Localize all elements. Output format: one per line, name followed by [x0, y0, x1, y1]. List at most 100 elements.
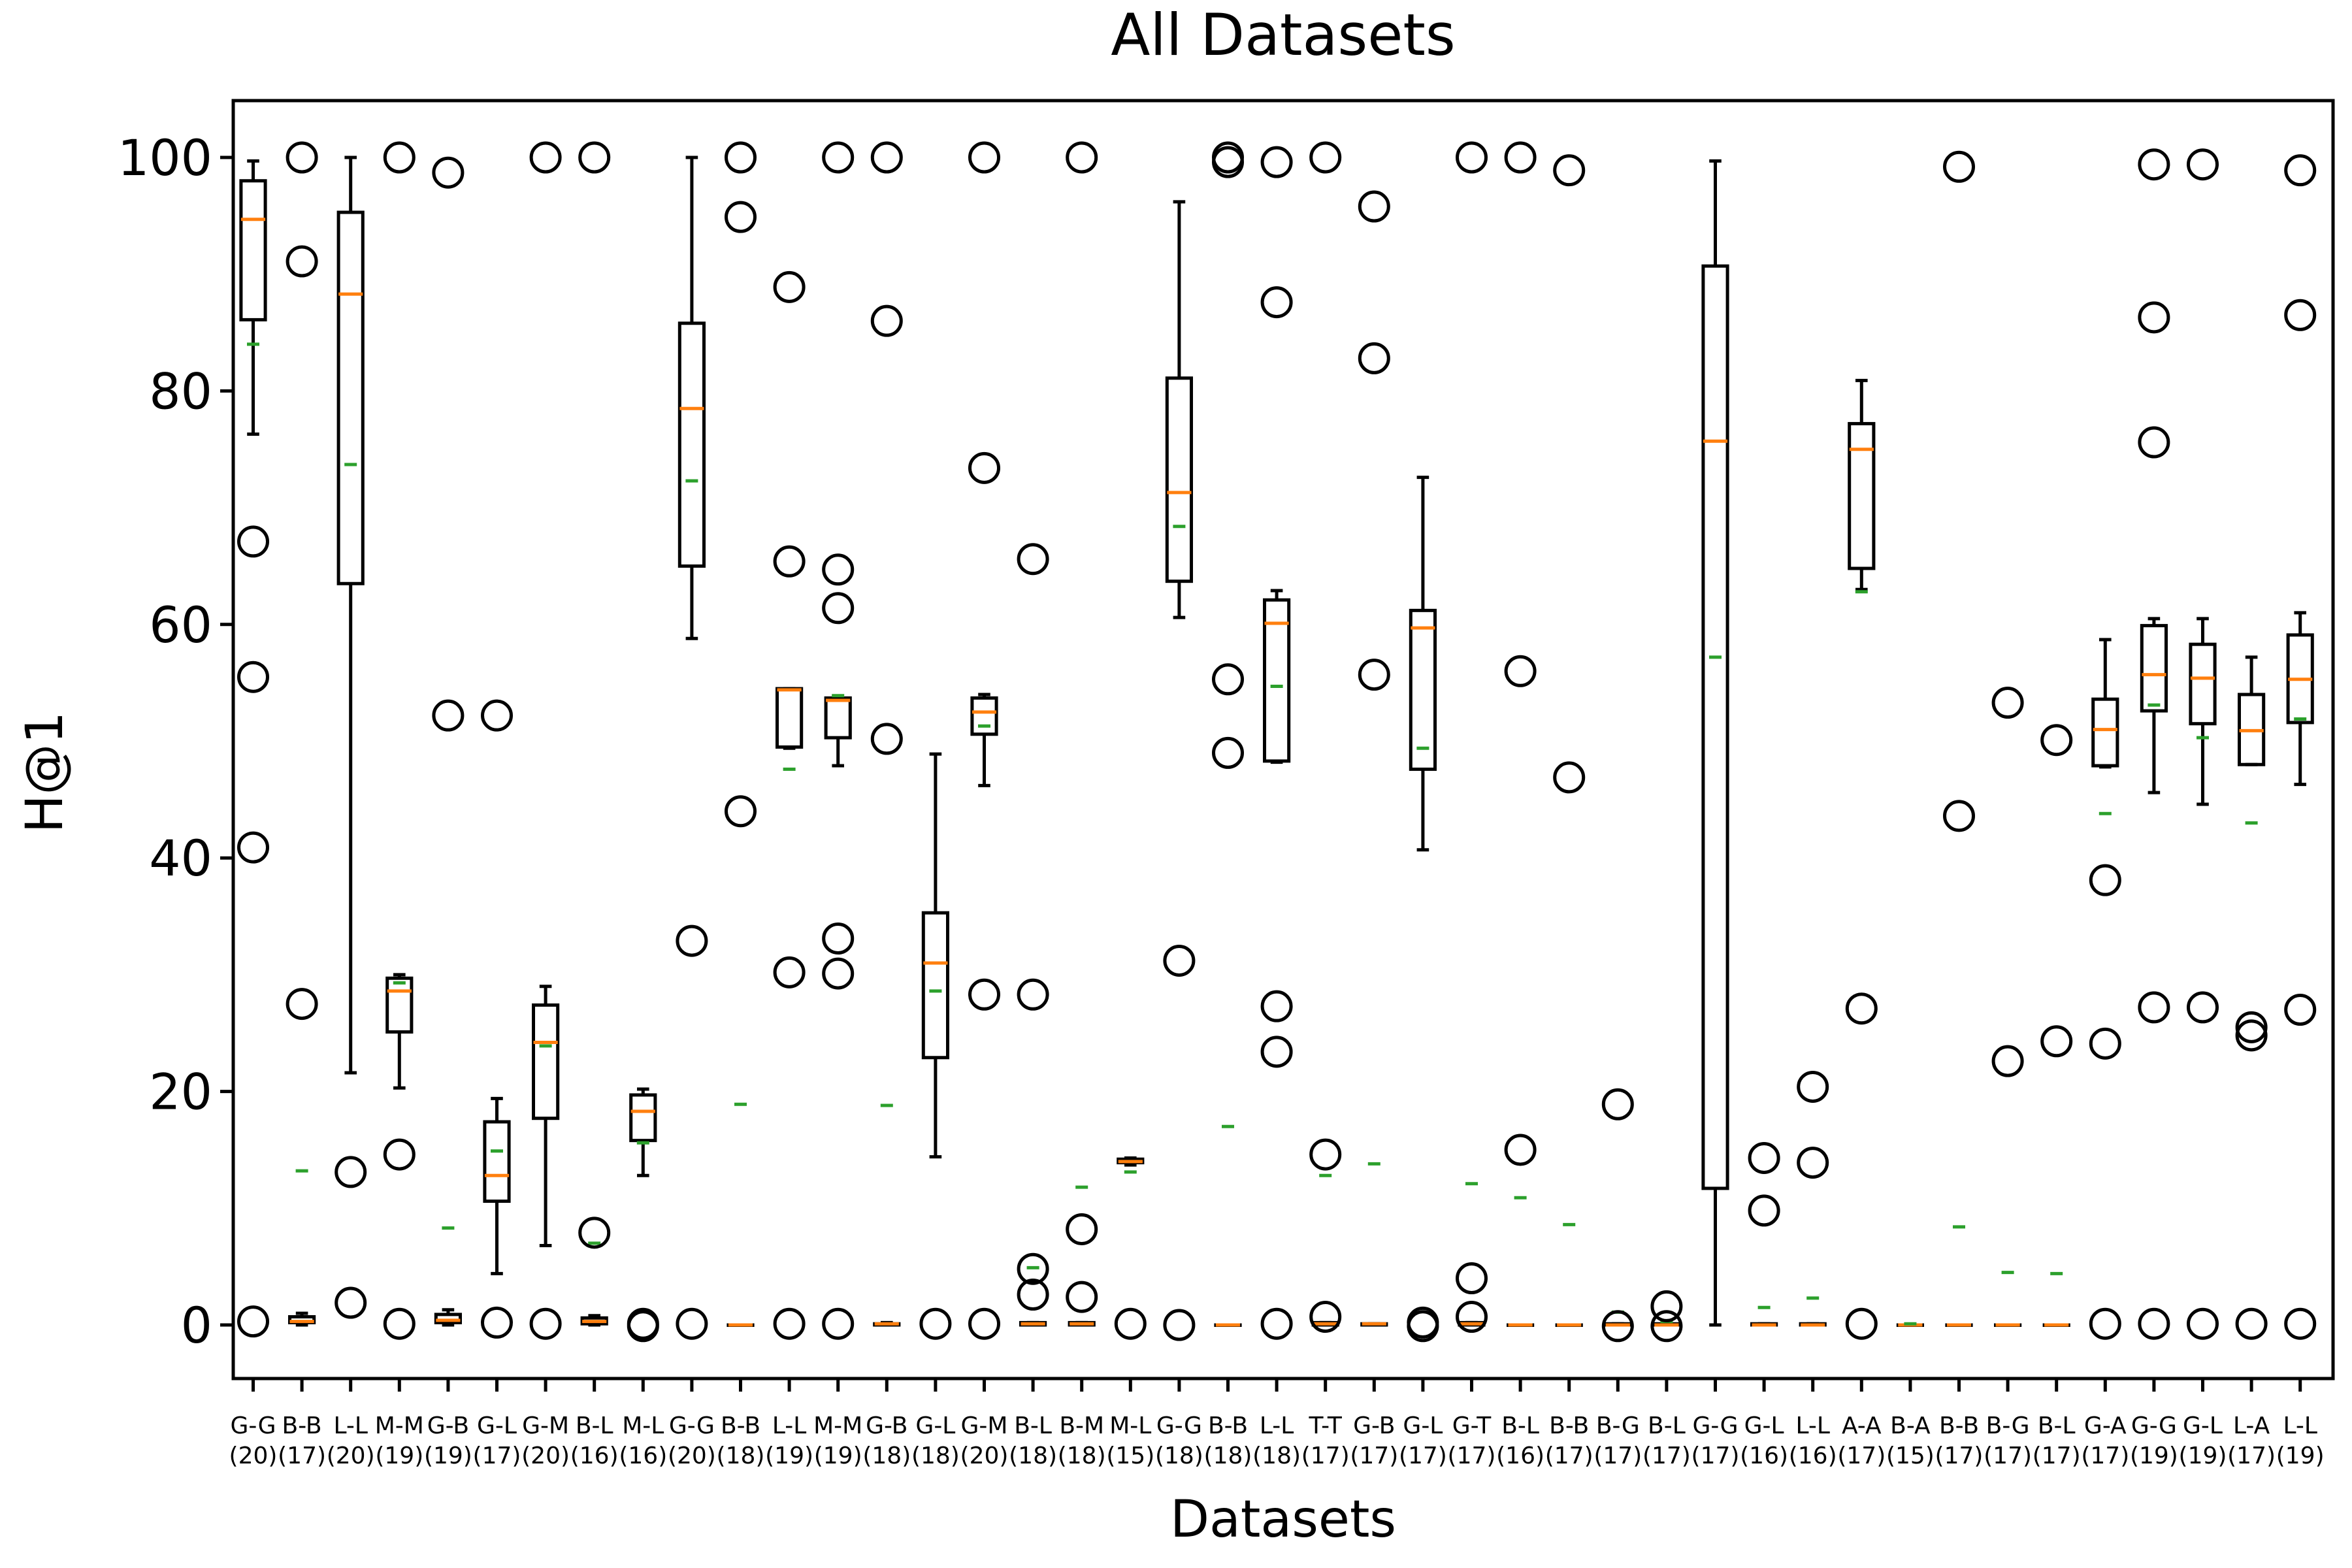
outlier-point — [1504, 655, 1537, 687]
box-group — [627, 1087, 659, 1343]
outlier-point — [1212, 146, 1244, 178]
outlier-point — [1066, 1281, 1098, 1313]
x-tick-label: G-B — [866, 1413, 907, 1439]
x-tick-label: G-L — [1744, 1413, 1784, 1439]
outlier-point — [2284, 299, 2317, 331]
iqr-box — [921, 911, 950, 1060]
outlier-point — [773, 956, 806, 988]
x-tick-label: G-G — [1156, 1413, 1202, 1439]
outlier-point — [237, 661, 269, 693]
iqr-box — [2140, 624, 2168, 713]
x-tick-sublabel: (16) — [1740, 1443, 1788, 1469]
box-group — [1456, 141, 1488, 1333]
outlier-point — [2235, 1019, 2268, 1052]
outlier-point — [968, 978, 1000, 1011]
outlier-point — [481, 1306, 513, 1339]
outlier-point — [1797, 1147, 1829, 1179]
x-tick-sublabel: (17) — [1545, 1443, 1593, 1469]
box-group — [919, 752, 952, 1340]
x-tick-label: G-B — [427, 1413, 469, 1439]
iqr-box — [336, 210, 365, 585]
outlier-point — [237, 525, 269, 558]
outlier-point — [1017, 978, 1049, 1011]
outlier-point — [1260, 286, 1293, 319]
box-group — [1601, 1088, 1634, 1343]
outlier-point — [1650, 1290, 1683, 1322]
y-tick-label: 80 — [149, 362, 212, 420]
x-tick-sublabel: (18) — [1009, 1443, 1057, 1469]
x-tick-sublabel: (19) — [2276, 1443, 2325, 1469]
x-tick-sublabel: (20) — [668, 1443, 716, 1469]
x-tick-sublabel: (17) — [1935, 1443, 1984, 1469]
outlier-point — [870, 141, 903, 174]
outlier-point — [2284, 154, 2317, 187]
x-tick-sublabel: (17) — [1350, 1443, 1398, 1469]
x-tick-sublabel: (20) — [327, 1443, 375, 1469]
outlier-point — [676, 1307, 708, 1340]
box-group — [1701, 159, 1729, 1327]
x-tick-label: B-L — [576, 1413, 613, 1439]
outlier-point — [1260, 1307, 1293, 1340]
outlier-point — [1163, 944, 1196, 977]
outlier-point — [2138, 991, 2170, 1024]
x-tick-label: G-L — [2183, 1413, 2223, 1439]
box-group — [2040, 724, 2073, 1327]
box-group — [725, 141, 757, 1327]
x-tick-sublabel: (17) — [1642, 1443, 1691, 1469]
x-tick-label: G-L — [477, 1413, 517, 1439]
outlier-point — [919, 1307, 952, 1340]
outlier-point — [1456, 1300, 1488, 1333]
iqr-box — [629, 1093, 657, 1143]
x-tick-label: M-L — [1109, 1413, 1151, 1439]
x-tick-sublabel: (18) — [1058, 1443, 1106, 1469]
outlier-point — [2284, 994, 2317, 1026]
outlier-point — [2138, 1307, 2170, 1340]
x-tick-label: L-L — [1795, 1413, 1829, 1439]
outlier-point — [237, 1305, 269, 1338]
x-tick-sublabel: (17) — [1984, 1443, 2032, 1469]
outlier-point — [1991, 687, 2024, 719]
x-tick-sublabel: (20) — [229, 1443, 278, 1469]
outlier-point — [1504, 1134, 1537, 1166]
outlier-point — [968, 451, 1000, 484]
box-group — [1797, 1070, 1829, 1327]
outlier-point — [822, 1307, 855, 1340]
outlier-point — [432, 156, 465, 189]
box-group — [2235, 655, 2268, 1340]
x-tick-label: B-L — [1648, 1413, 1686, 1439]
outlier-point — [870, 304, 903, 337]
y-tick-label: 60 — [149, 596, 212, 654]
x-tick-sublabel: (18) — [862, 1443, 911, 1469]
iqr-box — [1165, 376, 1194, 583]
box-group — [335, 155, 367, 1319]
outlier-point — [822, 141, 855, 174]
outlier-point — [2138, 426, 2170, 459]
outlier-point — [1991, 1045, 2024, 1077]
box-group — [2284, 154, 2317, 1340]
x-tick-label: B-B — [1208, 1413, 1248, 1439]
outlier-point — [1066, 141, 1098, 174]
x-tick-sublabel: (17) — [278, 1443, 326, 1469]
outlier-point — [1456, 141, 1488, 174]
outlier-point — [286, 245, 318, 278]
x-tick-label: B-L — [2038, 1413, 2076, 1439]
x-tick-sublabel: (18) — [717, 1443, 765, 1469]
y-tick-label: 100 — [118, 129, 212, 187]
outlier-point — [432, 699, 465, 732]
outlier-point — [1650, 1310, 1683, 1343]
outlier-point — [1407, 1310, 1439, 1343]
box-group — [1309, 141, 1342, 1333]
x-tick-sublabel: (20) — [960, 1443, 1009, 1469]
x-tick-sublabel: (18) — [911, 1443, 960, 1469]
box-group — [1212, 141, 1244, 1327]
y-tick-label: 40 — [149, 829, 212, 887]
outlier-point — [1748, 1194, 1780, 1227]
outlier-point — [578, 1217, 611, 1249]
outlier-point — [1212, 736, 1244, 769]
x-tick-sublabel: (18) — [1252, 1443, 1301, 1469]
box-group — [286, 141, 318, 1327]
box-group — [237, 159, 269, 1338]
outlier-point — [1114, 1307, 1147, 1340]
outlier-point — [822, 957, 855, 990]
